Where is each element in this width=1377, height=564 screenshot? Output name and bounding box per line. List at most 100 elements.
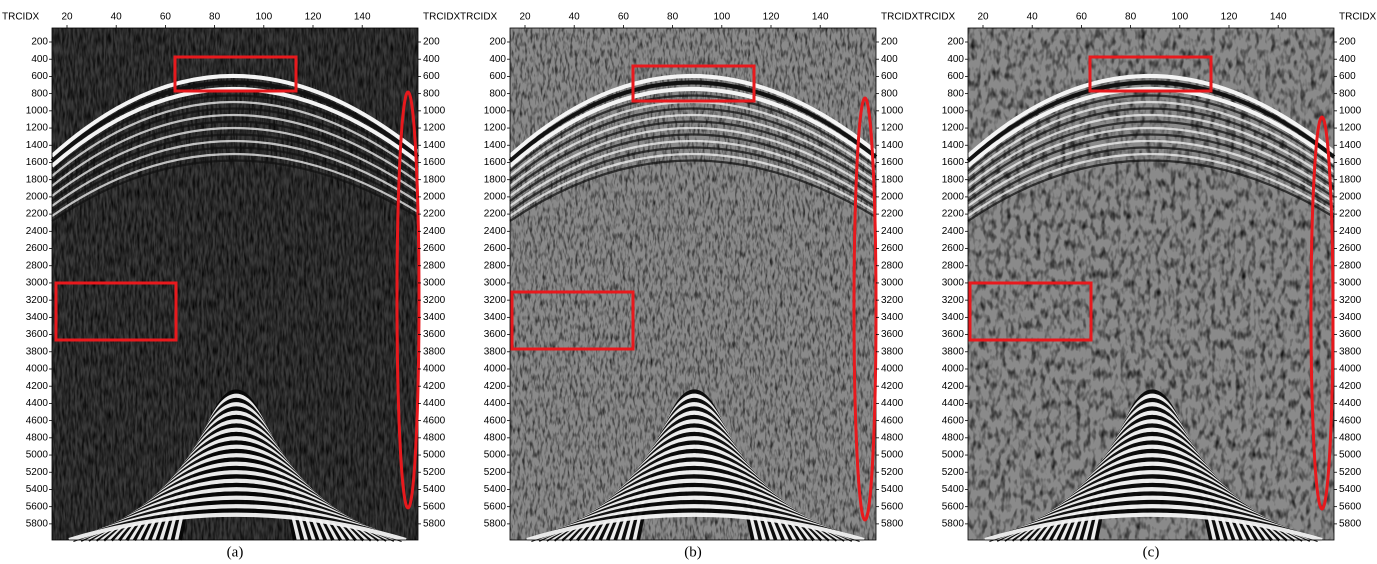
y-tick-label: 1800 [881,174,904,185]
y-tick-label: 200 [1339,37,1356,48]
axis-label: TRCIDX [881,12,919,23]
axis-label: TRCIDX [460,12,498,23]
y-tick-label: 4400 [942,398,965,409]
y-tick-label: 2200 [484,209,507,220]
y-tick-label: 2800 [484,260,507,271]
y-tick-label: 200 [489,37,506,48]
y-tick-label: 800 [947,88,964,99]
seismic-image [510,28,876,540]
y-tick-label: 5800 [881,519,904,530]
y-tick-label: 4400 [881,398,904,409]
y-tick-label: 5200 [881,467,904,478]
y-tick-label: 2200 [942,209,965,220]
y-tick-label: 2000 [1339,192,1362,203]
y-tick-label: 1400 [26,140,49,151]
y-tick-label: 4200 [881,381,904,392]
y-tick-label: 3800 [1339,346,1362,357]
y-tick-label: 600 [881,71,898,82]
y-tick-label: 2800 [1339,260,1362,271]
y-tick-label: 3800 [881,346,904,357]
y-tick-label: 400 [423,54,440,65]
y-tick-label: 400 [31,54,48,65]
y-tick-label: 4200 [942,381,965,392]
y-tick-label: 3000 [423,278,446,289]
y-tick-label: 5200 [484,467,507,478]
y-tick-label: 5800 [484,519,507,530]
y-tick-label: 5600 [1339,501,1362,512]
y-tick-label: 4400 [26,398,49,409]
y-tick-label: 600 [31,71,48,82]
y-tick-label: 4000 [1339,364,1362,375]
panel: TRCIDXTRCIDX2040608010012014020020040040… [2,12,461,561]
caption: (c) [1143,544,1160,560]
y-tick-label: 2400 [881,226,904,237]
y-tick-label: 1000 [881,105,904,116]
y-tick-label: 5400 [942,484,965,495]
y-tick-label: 400 [1339,54,1356,65]
y-tick-label: 4000 [423,364,446,375]
y-tick-label: 5000 [484,450,507,461]
x-tick-label: 120 [305,12,322,23]
y-tick-label: 1400 [1339,140,1362,151]
y-tick-label: 3400 [26,312,49,323]
y-tick-label: 5600 [423,501,446,512]
y-tick-label: 5600 [942,501,965,512]
y-tick-label: 1200 [881,123,904,134]
y-tick-label: 2400 [1339,226,1362,237]
y-tick-label: 1200 [26,123,49,134]
y-tick-label: 3600 [881,329,904,340]
y-tick-label: 5800 [942,519,965,530]
x-tick-label: 40 [1027,12,1039,23]
y-tick-label: 1200 [423,123,446,134]
y-tick-label: 4800 [942,432,965,443]
y-tick-label: 4800 [484,432,507,443]
y-tick-label: 2600 [881,243,904,254]
y-tick-label: 3200 [881,295,904,306]
y-tick-label: 1200 [484,123,507,134]
y-tick-label: 1400 [484,140,507,151]
y-tick-label: 1000 [484,105,507,116]
y-tick-label: 3600 [1339,329,1362,340]
y-tick-label: 5600 [881,501,904,512]
x-tick-label: 120 [763,12,780,23]
y-tick-label: 200 [881,37,898,48]
y-tick-label: 4200 [423,381,446,392]
caption: (a) [227,544,244,560]
y-tick-label: 3000 [881,278,904,289]
y-tick-label: 2800 [26,260,49,271]
y-tick-label: 4000 [484,364,507,375]
y-tick-label: 1600 [942,157,965,168]
y-tick-label: 3400 [1339,312,1362,323]
y-tick-label: 3600 [484,329,507,340]
y-tick-label: 1800 [484,174,507,185]
y-tick-label: 1800 [26,174,49,185]
x-tick-label: 120 [1221,12,1238,23]
y-tick-label: 5200 [1339,467,1362,478]
x-tick-label: 140 [1270,12,1287,23]
y-tick-label: 3200 [423,295,446,306]
y-tick-label: 3400 [484,312,507,323]
panel: TRCIDXTRCIDX2040608010012014020020040040… [918,12,1377,561]
x-tick-label: 80 [209,12,221,23]
y-tick-label: 600 [947,71,964,82]
y-tick-label: 5000 [1339,450,1362,461]
x-tick-label: 20 [977,12,989,23]
y-tick-label: 800 [1339,88,1356,99]
y-tick-label: 3400 [423,312,446,323]
axis-label: TRCIDX [423,12,461,23]
x-tick-label: 140 [354,12,371,23]
y-tick-label: 5200 [26,467,49,478]
y-tick-label: 2200 [26,209,49,220]
y-tick-label: 4600 [1339,415,1362,426]
y-tick-label: 5800 [423,519,446,530]
x-tick-label: 40 [111,12,123,23]
y-tick-label: 2600 [26,243,49,254]
y-tick-label: 1000 [423,105,446,116]
y-tick-label: 2800 [423,260,446,271]
y-tick-label: 2600 [423,243,446,254]
y-tick-label: 3200 [26,295,49,306]
y-tick-label: 1000 [26,105,49,116]
y-tick-label: 4400 [423,398,446,409]
y-tick-label: 1200 [942,123,965,134]
y-tick-label: 5800 [1339,519,1362,530]
